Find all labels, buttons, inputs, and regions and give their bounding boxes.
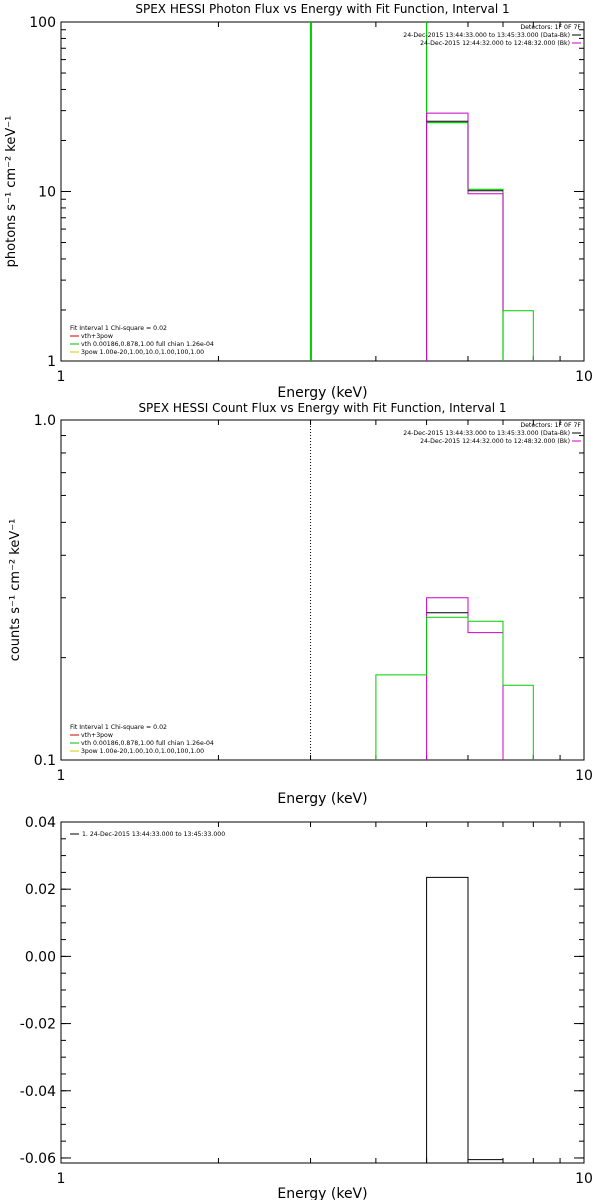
legend-entry: 24-Dec-2015 12:44:32.000 to 12:48:32.000… [420, 438, 570, 445]
y-tick-label: 0.02 [25, 882, 56, 898]
y-tick-label: 0.1 [34, 753, 56, 769]
legend-entry: Detectors: 1F 0F 7F [520, 24, 581, 31]
y-axis-label: counts s⁻¹ cm⁻² keV⁻¹ [8, 519, 23, 662]
photon-flux-panel: 1 10 100 1 10 SPEX HESSI Photon Flux vs Energ… [4, 2, 593, 401]
series-3-step-0 [502, 310, 534, 361]
y-tick-label: -0.04 [20, 1084, 56, 1100]
legend-entry: Fit Interval 1 Chi-square = 0.02 [70, 724, 167, 731]
y-tick-label: 0.00 [25, 949, 56, 965]
legend-entry: 24-Dec-2015 12:44:32.000 to 12:48:32.000… [420, 40, 570, 47]
legend-entry: 3pow 1.00e-20,1.00,10.0,1.00,100,1.00 [81, 748, 204, 755]
legend-entry: 24-Dec-2015 13:44:33.000 to 13:45:33.000… [403, 430, 570, 437]
y-tick-label: 100 [29, 15, 56, 31]
y-axis-label: photons s⁻¹ cm⁻² keV⁻¹ [4, 116, 19, 268]
count-flux-panel: 0.1 1.0 1 10 SPEX HESSI Count Flux vs Energy… [8, 401, 593, 807]
legend-entry: vth+3pow [81, 732, 113, 739]
x-tick-label: 10 [575, 1171, 593, 1187]
legend-entry: 24-Dec-2015 13:44:33.000 to 13:45:33.000… [403, 32, 570, 39]
x-tick-label: 10 [575, 369, 593, 385]
plot-frame [60, 419, 585, 761]
y-tick-label: 1.0 [34, 413, 56, 429]
legend-entry: Fit Interval 1 Chi-square = 0.02 [70, 325, 167, 332]
x-tick-label: 1 [57, 768, 66, 784]
legend-entry: 1. 24-Dec-2015 13:44:33.000 to 13:45:33.… [82, 831, 225, 838]
y-tick-label: 0.04 [25, 815, 56, 831]
legend-entry: 3pow 1.00e-20,1.00,10.0,1.00,100,1.00 [81, 349, 204, 356]
y-tick-label: -0.06 [20, 1151, 56, 1167]
series-0-step-0 [426, 876, 469, 1163]
x-axis-label: Energy (keV) [277, 385, 367, 401]
x-axis-label: Energy (keV) [277, 791, 367, 807]
x-tick-label: 1 [57, 369, 66, 385]
legend-entry: Detectors: 1F 0F 7F [520, 422, 581, 429]
legend-entry: vth 0.00186,0.878,1.00 full chian 1.26e-… [81, 740, 214, 747]
x-tick-label: 10 [575, 768, 593, 784]
y-tick-label: 10 [38, 185, 56, 201]
series-2-step-0 [375, 616, 534, 760]
residuals-panel: 0.04 0.02 0.00 -0.02 -0.04 -0.061 10 Energy (ke… [20, 815, 593, 1200]
legend-entry: vth 0.00186,0.878,1.00 full chian 1.26e-… [81, 341, 214, 348]
x-axis-label: Energy (keV) [277, 1186, 367, 1200]
legend-entry: vth+3pow [81, 333, 113, 340]
chart-title: SPEX HESSI Count Flux vs Energy with Fit… [138, 401, 506, 415]
plot-frame [60, 821, 585, 1164]
x-tick-label: 1 [57, 1171, 66, 1187]
chart-title: SPEX HESSI Photon Flux vs Energy with Fi… [135, 2, 509, 16]
y-tick-label: -0.02 [20, 1017, 56, 1033]
series-1-step-0 [426, 112, 504, 361]
y-tick-label: 1 [47, 354, 56, 370]
series-0-step-1 [468, 1159, 504, 1163]
